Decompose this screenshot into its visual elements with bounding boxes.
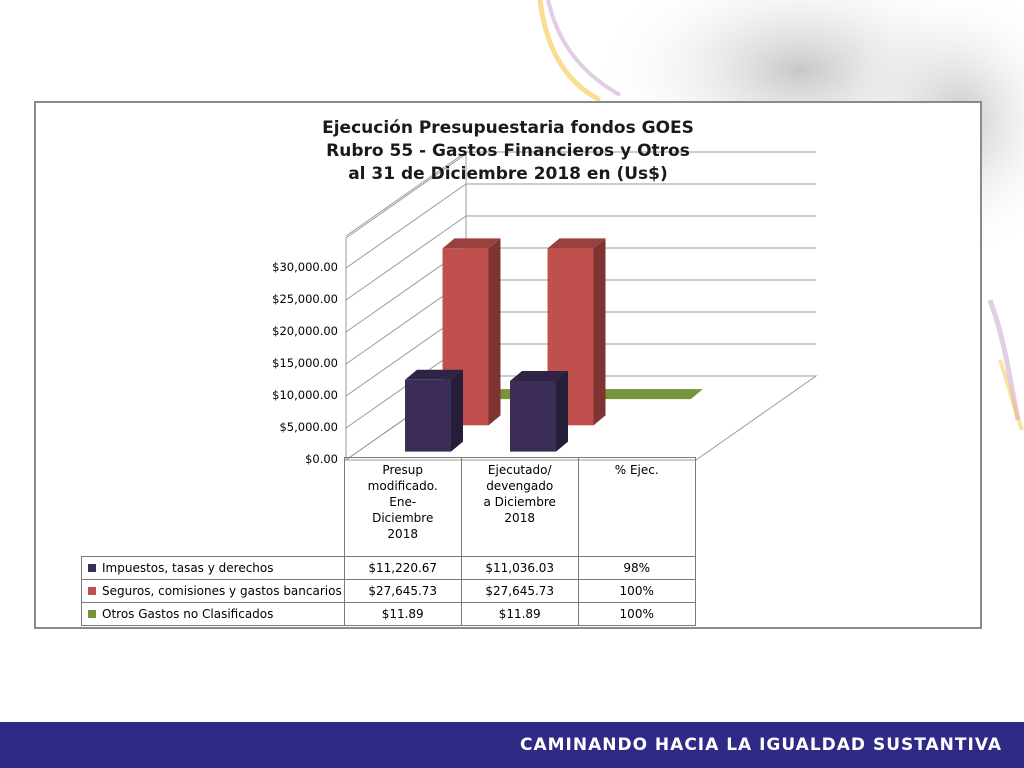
bar-side <box>556 370 568 452</box>
bar-top <box>547 238 606 249</box>
table-cell: $27,645.73 <box>343 579 462 603</box>
table-cell: $11.89 <box>460 602 579 626</box>
bar-side <box>488 238 501 426</box>
bar-top <box>405 369 463 380</box>
table-cell: 100% <box>577 602 696 626</box>
header-ejecutado-line: a Diciembre <box>483 495 556 509</box>
table-cell: $11,036.03 <box>460 556 579 580</box>
table-corner <box>81 457 345 557</box>
header-presup-line: Ene- <box>389 495 417 509</box>
footer-slogan: CAMINANDO HACIA LA IGUALDAD SUSTANTIVA <box>519 735 1002 755</box>
series-name-otros: Otros Gastos no Clasificados <box>81 602 345 626</box>
chart-title: Ejecución Presupuestaria fondos GOES Rub… <box>36 117 980 186</box>
header-presup-line: modificado. <box>367 479 438 493</box>
gridline-side <box>345 215 467 301</box>
header-ejecutado-line: 2018 <box>504 511 535 525</box>
y-tick-label: $20,000.00 <box>272 324 338 338</box>
table-cell: $11.89 <box>343 602 462 626</box>
series-name-seguros: Seguros, comisiones y gastos bancarios <box>81 579 345 603</box>
table-header-presup: Presup modificado. Ene- Diciembre 2018 <box>343 457 462 557</box>
header-pct-line: % Ejec. <box>614 463 659 477</box>
bar-top <box>510 370 568 381</box>
table-row: Seguros, comisiones y gastos bancarios $… <box>81 579 696 603</box>
table-header-ejecutado: Ejecutado/ devengado a Diciembre 2018 <box>460 457 579 557</box>
table-cell: $27,645.73 <box>460 579 579 603</box>
table-header-row: Presup modificado. Ene- Diciembre 2018 E… <box>81 457 696 557</box>
legend-swatch-otros <box>88 609 96 618</box>
table-header-pct: % Ejec. <box>577 457 696 557</box>
series-label: Otros Gastos no Clasificados <box>102 607 274 621</box>
table-cell: 98% <box>577 556 696 580</box>
bar-side <box>451 369 463 452</box>
legend-swatch-impuestos <box>88 563 96 572</box>
chart-title-line-2: Rubro 55 - Gastos Financieros y Otros <box>326 141 690 161</box>
y-tick-label: $25,000.00 <box>272 292 338 306</box>
table-cell: $11,220.67 <box>343 556 462 580</box>
gridline-side <box>345 183 467 269</box>
series-name-impuestos: Impuestos, tasas y derechos <box>81 556 345 580</box>
header-presup-line: Diciembre <box>372 511 434 525</box>
y-tick-label: $10,000.00 <box>272 388 338 402</box>
chart-title-line-1: Ejecución Presupuestaria fondos GOES <box>322 118 694 138</box>
header-ejecutado-line: Ejecutado/ <box>487 463 552 477</box>
bar <box>510 380 556 452</box>
bar-top <box>442 238 501 249</box>
header-ejecutado-line: devengado <box>486 479 554 493</box>
bar <box>405 379 451 452</box>
table-row: Otros Gastos no Clasificados $11.89 $11.… <box>81 602 696 626</box>
y-tick-label: $5,000.00 <box>279 420 338 434</box>
gridline-side <box>345 151 467 237</box>
series-label: Impuestos, tasas y derechos <box>102 561 274 575</box>
bar-side <box>593 238 606 426</box>
data-table: Presup modificado. Ene- Diciembre 2018 E… <box>81 457 696 626</box>
table-row: Impuestos, tasas y derechos $11,220.67 $… <box>81 556 696 580</box>
legend-swatch-seguros <box>88 586 96 595</box>
y-tick-label: $15,000.00 <box>272 356 338 370</box>
table-cell: 100% <box>577 579 696 603</box>
chart-frame: Ejecución Presupuestaria fondos GOES Rub… <box>34 101 982 629</box>
chart-title-line-3: al 31 de Diciembre 2018 en (Us$) <box>348 164 668 184</box>
y-tick-label: $30,000.00 <box>272 260 338 274</box>
bar-top <box>585 389 703 400</box>
footer-band: CAMINANDO HACIA LA IGUALDAD SUSTANTIVA <box>0 722 1024 768</box>
header-presup-line: Presup <box>382 463 423 477</box>
series-label: Seguros, comisiones y gastos bancarios <box>102 584 342 598</box>
chart-plot <box>344 151 818 461</box>
header-presup-line: 2018 <box>387 527 418 541</box>
